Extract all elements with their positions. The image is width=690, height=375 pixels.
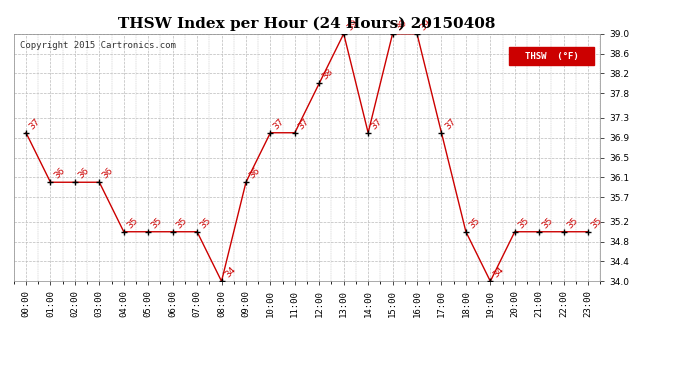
Text: 36: 36 bbox=[77, 166, 91, 181]
Text: 36: 36 bbox=[247, 166, 262, 181]
Text: 39: 39 bbox=[394, 18, 408, 32]
Text: 35: 35 bbox=[150, 216, 164, 230]
Text: 35: 35 bbox=[174, 216, 188, 230]
Text: 35: 35 bbox=[516, 216, 531, 230]
Text: 35: 35 bbox=[125, 216, 139, 230]
Text: 37: 37 bbox=[296, 117, 310, 131]
Text: 36: 36 bbox=[52, 166, 66, 181]
Text: 34: 34 bbox=[492, 266, 506, 280]
Text: 34: 34 bbox=[223, 266, 237, 280]
Text: 37: 37 bbox=[272, 117, 286, 131]
Text: 37: 37 bbox=[443, 117, 457, 131]
Text: 37: 37 bbox=[28, 117, 42, 131]
Text: 35: 35 bbox=[565, 216, 580, 230]
Text: 39: 39 bbox=[345, 18, 359, 32]
Text: 35: 35 bbox=[589, 216, 604, 230]
Text: 35: 35 bbox=[199, 216, 213, 230]
Text: 36: 36 bbox=[101, 166, 115, 181]
Text: 35: 35 bbox=[540, 216, 555, 230]
Text: Copyright 2015 Cartronics.com: Copyright 2015 Cartronics.com bbox=[19, 41, 175, 50]
Text: 35: 35 bbox=[467, 216, 482, 230]
Text: THSW  (°F): THSW (°F) bbox=[525, 51, 579, 60]
FancyBboxPatch shape bbox=[509, 47, 594, 64]
Text: 37: 37 bbox=[370, 117, 384, 131]
Text: 39: 39 bbox=[418, 18, 433, 32]
Text: 38: 38 bbox=[321, 68, 335, 82]
Title: THSW Index per Hour (24 Hours) 20150408: THSW Index per Hour (24 Hours) 20150408 bbox=[118, 17, 496, 31]
